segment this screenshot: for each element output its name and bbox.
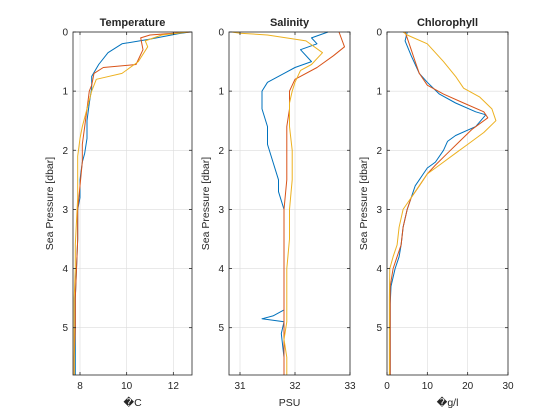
chlorophyll-xtick-label: 20 [462, 381, 474, 392]
temperature-axes-box [72, 31, 193, 376]
temperature-plot-area [73, 32, 192, 375]
temperature-grid [73, 31, 192, 375]
salinity-series-3 [231, 31, 323, 375]
salinity-ytick-label: 1 [218, 87, 224, 98]
temperature-ytick-label: 3 [62, 205, 68, 216]
chlorophyll-xtick-label: 0 [384, 381, 390, 392]
salinity-xlabel: PSU [279, 397, 301, 409]
chlorophyll-axes-box [386, 31, 509, 376]
chlorophyll-xtick-label: 30 [502, 381, 514, 392]
salinity-xtick-label: 33 [344, 381, 356, 392]
temperature-xtick-label: 8 [77, 381, 83, 392]
chlorophyll-ytick-label: 3 [376, 205, 382, 216]
salinity-ytick-label: 0 [218, 28, 224, 39]
temperature-xtick-label: 12 [168, 381, 180, 392]
chlorophyll-ytick-label: 4 [376, 264, 382, 275]
temperature-ytick-label: 4 [62, 264, 68, 275]
temperature-xtick-label: 10 [121, 381, 133, 392]
chlorophyll-ytick-label: 5 [376, 323, 382, 334]
temperature-ytick-label: 2 [62, 146, 68, 157]
temperature-ytick-label: 0 [62, 28, 68, 39]
chlorophyll-title: Chlorophyll [417, 17, 478, 29]
chlorophyll-plot-area [387, 32, 508, 375]
salinity-ytick-label: 2 [218, 146, 224, 157]
salinity-series-2 [283, 31, 345, 375]
salinity-xtick-label: 32 [289, 381, 301, 392]
salinity-ytick-label: 3 [218, 205, 224, 216]
salinity-series-1 [261, 31, 329, 375]
temperature-series-3 [73, 31, 189, 375]
chlorophyll-xlabel: �g/l [437, 396, 459, 409]
chlorophyll-ytick-label: 2 [376, 146, 382, 157]
salinity-ylabel: Sea Pressure [dbar] [200, 157, 212, 250]
salinity-axes-box [228, 31, 351, 376]
salinity-panel: 31 32 33 0 1 2 3 4 5 Salinity PSU Sea Pressure [dba… [200, 17, 356, 409]
chlorophyll-series-2 [389, 31, 489, 375]
chlorophyll-panel: 0 10 20 30 0 1 2 3 4 5 Chlorophyll �g/l Sea Pressure… [358, 17, 514, 409]
temperature-ytick-label: 5 [62, 323, 68, 334]
salinity-title: Salinity [270, 17, 310, 29]
chlorophyll-xtick-label: 10 [422, 381, 434, 392]
temperature-series-2 [73, 31, 191, 375]
salinity-xtick-label: 31 [234, 381, 246, 392]
chlorophyll-ytick-label: 1 [376, 87, 382, 98]
chlorophyll-ytick-label: 0 [376, 28, 382, 39]
temperature-xlabel: �C [123, 396, 142, 409]
chlorophyll-ylabel: Sea Pressure [dbar] [358, 157, 370, 250]
salinity-plot-area [229, 32, 350, 375]
temperature-ytick-label: 1 [62, 87, 68, 98]
temperature-title: Temperature [100, 17, 166, 29]
salinity-ytick-label: 5 [218, 323, 224, 334]
salinity-ytick-label: 4 [218, 264, 224, 275]
temperature-ylabel: Sea Pressure [dbar] [44, 157, 56, 250]
